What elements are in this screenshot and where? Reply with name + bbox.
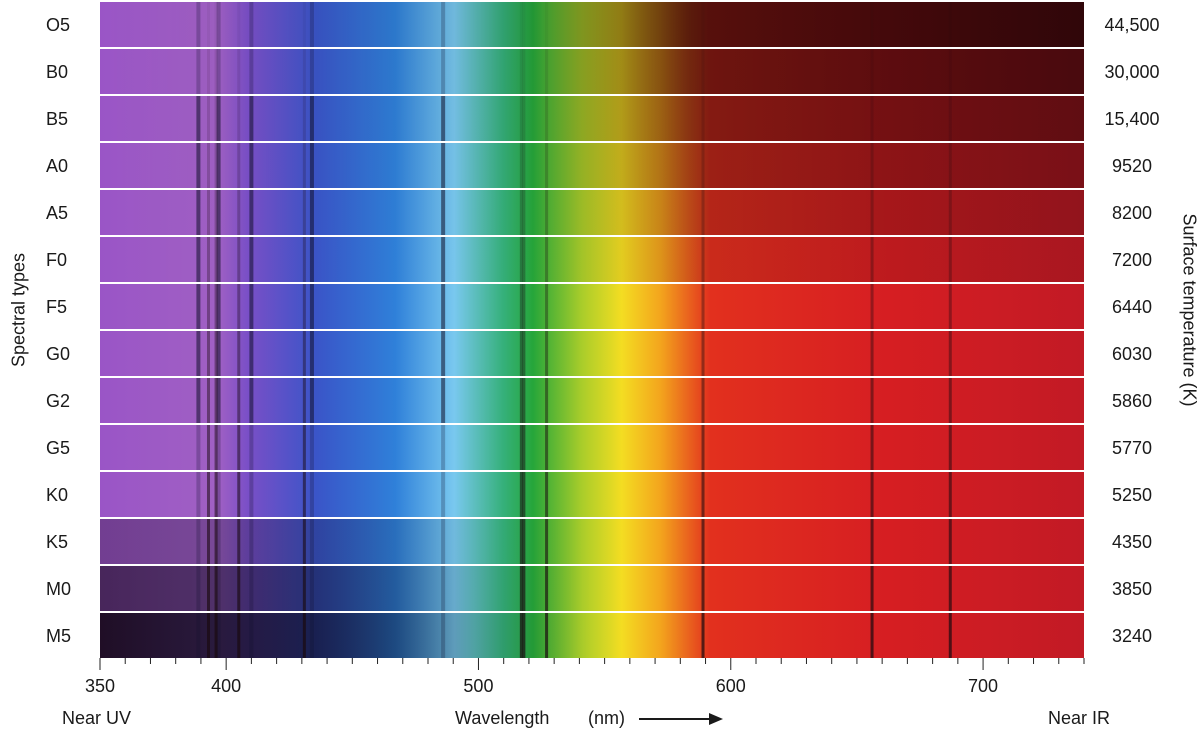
temperature-label: 3240 — [1111, 625, 1153, 646]
wavelength-tick-label: 700 — [968, 676, 999, 696]
spectrum-row-m5 — [100, 613, 1084, 658]
spectral-type-label: O5 — [46, 14, 71, 35]
wavelength-tick-label: 400 — [211, 676, 242, 696]
temperature-label: 5860 — [1111, 390, 1153, 411]
spectrum-row-g2 — [100, 378, 1084, 423]
spectrum-row-b0 — [100, 49, 1084, 94]
temperature-label: 8200 — [1111, 202, 1153, 223]
temperature-label: 7200 — [1111, 249, 1153, 270]
spectrum-row-a0 — [100, 143, 1084, 188]
temperature-label: 30,000 — [1104, 61, 1160, 82]
axis-ticks — [99, 658, 1085, 670]
spectral-types-axis-title: Spectral types — [8, 252, 29, 368]
spectrum-row-o5 — [100, 2, 1084, 47]
spectral-type-label: F5 — [46, 296, 68, 317]
spectral-type-label: G2 — [46, 390, 71, 411]
spectral-type-label: K5 — [46, 531, 69, 552]
near-uv-label: Near UV — [62, 708, 132, 728]
temperature-label: 44,500 — [1104, 14, 1160, 35]
spectral-type-label: K0 — [46, 484, 69, 505]
surface-temperature-axis-title: Surface temperature (K) — [1179, 213, 1200, 407]
spectral-type-label: G0 — [46, 343, 71, 364]
temperature-label: 9520 — [1111, 155, 1153, 176]
spectrum-row-f5 — [100, 284, 1084, 329]
spectrum-row-k0 — [100, 472, 1084, 517]
wavelength-tick-label: 350 — [84, 676, 116, 696]
spectrum-row-m0 — [100, 566, 1084, 611]
wavelength-tick-label: 600 — [715, 676, 746, 696]
temperature-label: 5250 — [1111, 484, 1153, 505]
wavelength-axis-title: Wavelength — [455, 708, 550, 728]
temperature-label: 3850 — [1111, 578, 1153, 599]
spectral-type-label: B5 — [46, 108, 69, 129]
temperature-label: 4350 — [1111, 531, 1153, 552]
spectral-type-label: G5 — [46, 437, 71, 458]
spectrum-row-k5 — [100, 519, 1084, 564]
wavelength-unit-label: (nm) — [588, 708, 625, 728]
temperature-label: 6030 — [1111, 343, 1153, 364]
temperature-label: 6440 — [1111, 296, 1153, 317]
spectral-type-label: F0 — [46, 249, 68, 270]
spectrum-row-g5 — [100, 425, 1084, 470]
spectral-type-label: A5 — [46, 202, 69, 223]
spectral-type-label: M5 — [46, 625, 72, 646]
spectra-rows — [100, 2, 1084, 658]
spectrum-row-a5 — [100, 190, 1084, 235]
temperature-label: 5770 — [1111, 437, 1153, 458]
right-arrow-icon — [639, 713, 723, 725]
spectral-type-label: A0 — [46, 155, 69, 176]
spectrum-row-b5 — [100, 96, 1084, 141]
spectrum-row-f0 — [100, 237, 1084, 282]
wavelength-tick-label: 500 — [463, 676, 494, 696]
near-ir-label: Near IR — [1048, 708, 1111, 728]
spectrum-row-g0 — [100, 331, 1084, 376]
spectral-type-label: B0 — [46, 61, 69, 82]
temperature-label: 15,400 — [1104, 108, 1160, 129]
spectral-type-label: M0 — [46, 578, 72, 599]
